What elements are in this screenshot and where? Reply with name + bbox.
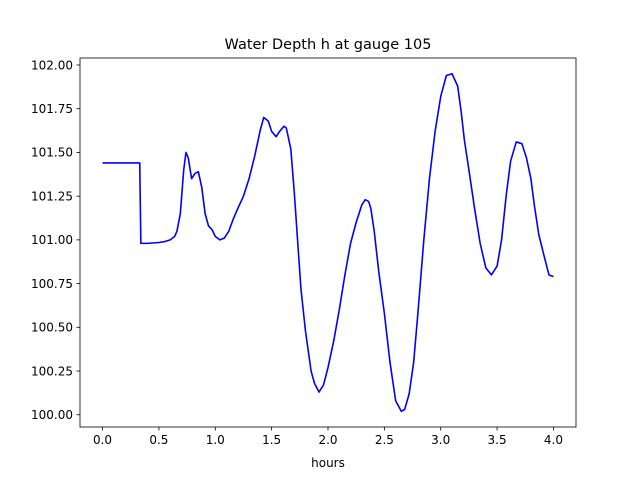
x-tick-label: 1.0 <box>206 433 225 447</box>
x-tick-label: 3.5 <box>488 433 507 447</box>
y-tick-label: 102.00 <box>31 58 73 72</box>
y-tick-label: 101.75 <box>31 102 73 116</box>
x-tick-label: 0.0 <box>93 433 112 447</box>
series-line-0 <box>102 72 554 413</box>
y-tick-label: 100.25 <box>31 364 73 378</box>
chart-title: Water Depth h at gauge 105 <box>225 37 432 53</box>
x-axis-label: hours <box>311 456 345 470</box>
y-tick-label: 100.00 <box>31 408 73 422</box>
y-tick-label: 100.75 <box>31 277 73 291</box>
x-tick-label: 4.0 <box>544 433 563 447</box>
x-tick-label: 2.5 <box>375 433 394 447</box>
x-tick-label: 0.5 <box>149 433 168 447</box>
y-tick-label: 101.25 <box>31 189 73 203</box>
y-tick-label: 101.00 <box>31 233 73 247</box>
y-tick-label: 100.50 <box>31 321 73 335</box>
x-tick-label: 2.0 <box>318 433 337 447</box>
y-tick-label: 101.50 <box>31 146 73 160</box>
x-tick-label: 1.5 <box>262 433 281 447</box>
x-tick-label: 3.0 <box>431 433 450 447</box>
plot-area: 0.0 0.5 1.0 1.5 2.0 2.5 3.0 3.5 4.0 100.00 100.25 1… <box>31 57 577 447</box>
